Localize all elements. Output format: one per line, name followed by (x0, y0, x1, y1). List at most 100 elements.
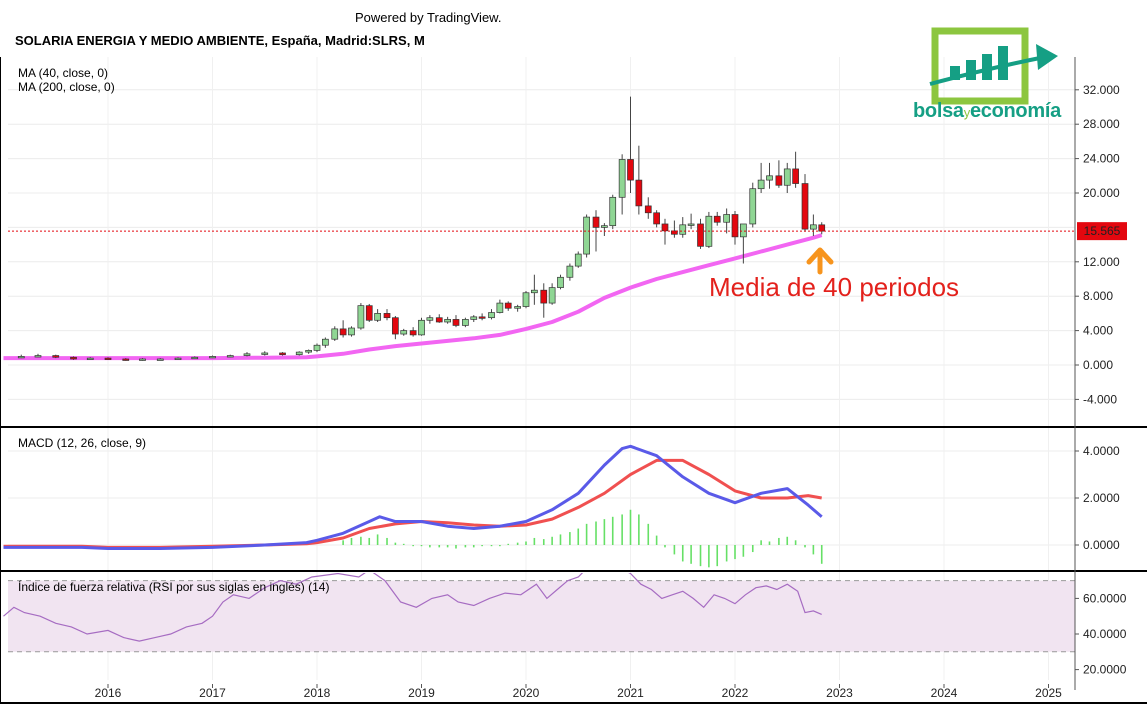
logo-text-part1: bolsa (913, 100, 964, 122)
macd-legend[interactable]: MACD (12, 26, close, 9) (18, 436, 147, 450)
candle-body (818, 224, 826, 232)
macd-histogram-bar (507, 543, 510, 545)
candle (818, 222, 826, 235)
last-price-label: 15.565 (1084, 224, 1121, 238)
macd-histogram-bar (402, 543, 405, 545)
macd-histogram-bar (673, 545, 676, 555)
candle-body (295, 351, 303, 356)
y-tick-label: 0.000 (1083, 358, 1113, 372)
macd-y-tick-label: 4.0000 (1083, 444, 1120, 458)
macd-histogram-bar (394, 542, 397, 545)
candle-body (462, 319, 469, 326)
candle (322, 337, 329, 348)
candle (566, 263, 574, 281)
candle-body (279, 352, 286, 356)
x-tick-label: 2022 (722, 686, 749, 700)
candle-body (783, 168, 791, 186)
macd-histogram-bar (681, 545, 684, 562)
macd-histogram-bar (699, 545, 702, 567)
y-tick-label: 4.000 (1083, 324, 1113, 338)
macd-line (3, 444, 823, 550)
candle-body (522, 292, 530, 307)
candle-body (435, 317, 443, 323)
candle (740, 223, 747, 264)
candle (348, 326, 355, 337)
macd-histogram-bar (516, 542, 519, 545)
macd-histogram-bar (708, 545, 710, 568)
x-tick-label: 2019 (408, 686, 435, 700)
candle (601, 223, 608, 236)
candle-body (566, 265, 574, 278)
macd-histogram-bar (734, 545, 736, 560)
candle (522, 291, 530, 309)
candle (86, 357, 94, 360)
rsi-line (3, 573, 822, 642)
macd-histogram-bar (455, 545, 457, 549)
candle (627, 96, 634, 193)
macd-histogram-bar (342, 540, 344, 545)
candle-body (243, 353, 251, 356)
candle (488, 309, 495, 320)
macd-histogram-bar (794, 540, 797, 545)
x-tick-label: 2016 (95, 686, 122, 700)
macd-histogram-bar (585, 523, 588, 545)
candle (618, 154, 626, 215)
candle (452, 315, 460, 328)
macd-histogram-bar (490, 545, 493, 547)
candle-body (583, 216, 590, 255)
candle (635, 145, 643, 215)
logo-text-part3: economía (969, 100, 1061, 122)
candle (749, 182, 757, 228)
powered-by-label[interactable]: Powered by TradingView. (355, 10, 502, 25)
candle-body (305, 350, 312, 353)
candle (697, 218, 704, 249)
y-tick-label: 8.000 (1083, 289, 1113, 303)
macd-histogram-bar (742, 545, 745, 557)
candle (766, 162, 773, 189)
candle-body (313, 344, 321, 351)
macd-histogram-bar (751, 545, 754, 553)
candle-body (209, 356, 216, 359)
candle (504, 301, 512, 311)
candle-body (444, 319, 451, 323)
price-panel (3, 96, 1075, 361)
x-tick-label: 2024 (931, 686, 958, 700)
x-tick-label: 2020 (513, 686, 540, 700)
candle (679, 217, 687, 238)
candle-body (34, 355, 42, 358)
macd-histogram-bar (551, 536, 553, 545)
rsi-legend[interactable]: Índice de fuerza relativa (RSI por sus s… (18, 580, 330, 594)
logo-frame (931, 27, 1029, 105)
macd-histogram-bar (533, 537, 536, 545)
candle (122, 358, 130, 361)
candle (653, 210, 660, 228)
macd-histogram-bar (438, 545, 441, 548)
macd-histogram-bar (603, 519, 606, 545)
y-tick-label: 24.000 (1083, 152, 1120, 166)
candle-body (661, 223, 669, 232)
candle-body (644, 205, 652, 214)
ma200-legend[interactable]: MA (200, close, 0) (18, 80, 115, 94)
macd-histogram-bar (360, 536, 362, 545)
ma40-legend[interactable]: MA (40, close, 0) (18, 66, 109, 80)
logo-bar (998, 46, 1008, 80)
candle-body (488, 312, 495, 319)
candle-body (635, 179, 643, 207)
macd-histogram-bar (386, 537, 388, 545)
candle (644, 197, 652, 219)
macd-histogram-bar (786, 536, 789, 545)
candle-body (139, 358, 146, 361)
macd-histogram-bar (559, 534, 562, 545)
candle-body (452, 319, 460, 326)
candle (775, 160, 783, 188)
candle-body (697, 223, 704, 247)
candle-body (409, 330, 417, 336)
candle (104, 357, 112, 360)
x-tick-label: 2023 (826, 686, 853, 700)
macd-histogram-bar (569, 532, 571, 545)
candle-body (418, 319, 425, 336)
candle-body (174, 357, 182, 360)
candle-body (723, 214, 730, 223)
candle-body (749, 188, 757, 225)
candle (574, 251, 582, 268)
